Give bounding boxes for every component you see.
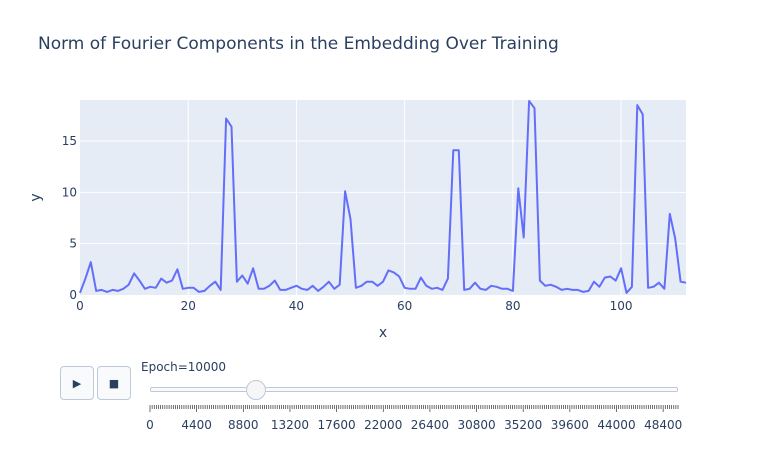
x-tick-label: 100 <box>610 299 633 313</box>
stop-button[interactable]: ■ <box>97 366 131 400</box>
series-layer <box>79 100 687 294</box>
y-tick-label: 5 <box>69 237 77 251</box>
chart-title: Norm of Fourier Components in the Embedd… <box>38 34 559 54</box>
slider-tick-label: 4400 <box>181 418 212 432</box>
epoch-slider-rail[interactable] <box>150 387 678 392</box>
slider-tick-label: 17600 <box>318 418 356 432</box>
plot-area <box>80 100 686 295</box>
slider-tick-label: 8800 <box>228 418 259 432</box>
x-axis-title: x <box>379 325 387 341</box>
slider-tick-label: 26400 <box>411 418 449 432</box>
x-axis-ticks: 0 20 40 60 80 100 <box>76 299 632 313</box>
slider-current-value: Epoch=10000 <box>141 360 226 374</box>
slider-tick-label: 35200 <box>504 418 542 432</box>
slider-tick-label: 13200 <box>271 418 309 432</box>
epoch-slider-handle[interactable] <box>246 380 267 400</box>
series-line <box>79 100 687 294</box>
y-axis-title: y <box>28 193 44 201</box>
y-tick-label: 10 <box>62 185 77 199</box>
slider-ticks: 0 4400 8800 13200 17600 22000 26400 30800 35200 3… <box>146 405 682 432</box>
x-tick-label: 0 <box>76 299 84 313</box>
y-tick-label: 0 <box>69 288 77 302</box>
x-tick-label: 60 <box>397 299 412 313</box>
slider-tick-label: 48400 <box>644 418 682 432</box>
stop-icon: ■ <box>108 376 120 390</box>
y-axis-ticks: 0 5 10 15 <box>62 134 77 302</box>
play-button[interactable]: ▶ <box>60 366 94 400</box>
slider-tick-label: 44000 <box>597 418 635 432</box>
slider-tick-label: 30800 <box>457 418 495 432</box>
x-tick-label: 20 <box>181 299 196 313</box>
slider-tick-label: 39600 <box>551 418 589 432</box>
slider-tick-label: 22000 <box>364 418 402 432</box>
x-tick-label: 40 <box>289 299 304 313</box>
grid-lines <box>80 100 686 295</box>
x-tick-label: 80 <box>505 299 520 313</box>
slider-tick-label: 0 <box>146 418 154 432</box>
y-tick-label: 15 <box>62 134 77 148</box>
play-icon: ▶ <box>72 376 82 390</box>
